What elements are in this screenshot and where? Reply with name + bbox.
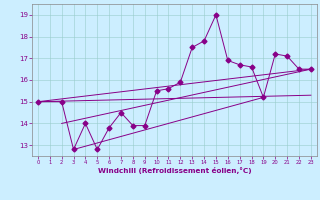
X-axis label: Windchill (Refroidissement éolien,°C): Windchill (Refroidissement éolien,°C) xyxy=(98,167,251,174)
